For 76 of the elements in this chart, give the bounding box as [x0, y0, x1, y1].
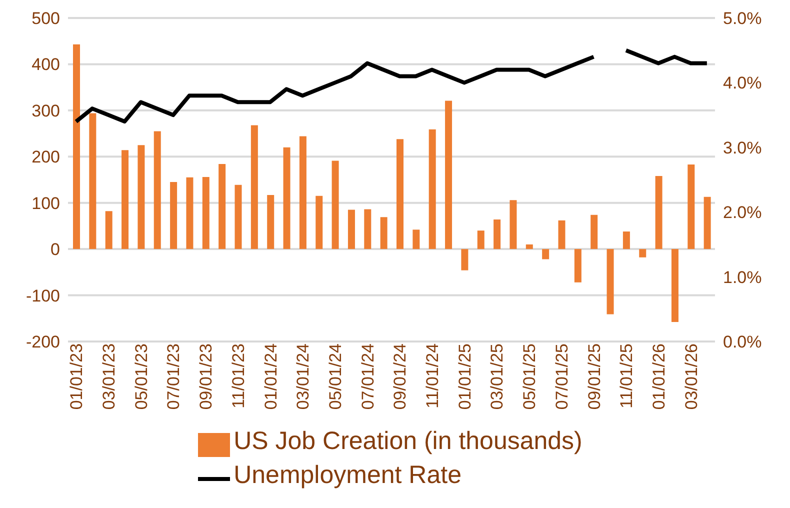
- x-tick-label: 03/01/25: [488, 343, 507, 410]
- bar: [234, 184, 242, 250]
- bar: [494, 219, 501, 250]
- bar: [138, 145, 145, 250]
- x-tick-label: 09/01/23: [196, 343, 216, 410]
- bar: [510, 200, 517, 250]
- legend-label: Unemployment Rate: [234, 461, 462, 490]
- bar: [558, 220, 566, 250]
- x-tick-label: 03/01/24: [294, 343, 313, 410]
- bar: [170, 182, 178, 250]
- x-tick-label: 05/01/25: [520, 343, 540, 410]
- bar: [461, 249, 468, 270]
- y2-tick-label: 1.0%: [723, 268, 762, 287]
- x-tick-label: 11/01/24: [423, 343, 442, 408]
- x-tick-label: 11/01/25: [617, 343, 636, 408]
- y-tick-label: 100: [32, 194, 60, 213]
- y2-tick-label: 5.0%: [723, 9, 762, 28]
- bar: [154, 131, 161, 250]
- y2-tick-label: 2.0%: [723, 203, 762, 222]
- x-tick-label: 09/01/25: [584, 343, 604, 410]
- x-tick-label: 01/01/26: [649, 343, 668, 410]
- bar: [380, 217, 388, 250]
- bar: [445, 100, 452, 250]
- y-tick-label: 300: [32, 101, 60, 120]
- y-tick-label: 200: [32, 148, 60, 167]
- x-tick-label: 03/01/26: [682, 343, 701, 410]
- bar: [590, 214, 598, 250]
- x-tick-label: 11/01/23: [228, 343, 248, 408]
- bar: [671, 249, 678, 322]
- y-tick-label: -100: [26, 286, 60, 306]
- bar: [428, 129, 436, 250]
- bar: [105, 211, 112, 250]
- bar: [250, 125, 258, 250]
- bar: [704, 196, 711, 250]
- bar: [477, 230, 484, 250]
- y-tick-label: 0: [50, 240, 60, 260]
- bar: [186, 177, 194, 250]
- x-tick-label: 01/01/23: [67, 343, 86, 410]
- bar: [283, 147, 290, 250]
- x-tick-label: 01/01/25: [455, 343, 474, 410]
- bar: [639, 249, 646, 258]
- y-tick-label: 500: [32, 9, 60, 28]
- bar: [218, 164, 226, 250]
- bar: [73, 44, 80, 250]
- x-tick-label: 03/01/23: [100, 343, 119, 410]
- x-tick-label: 09/01/24: [390, 343, 410, 410]
- x-tick-label: 01/01/24: [261, 343, 280, 410]
- y-tick-label: -200: [26, 332, 60, 352]
- y2-tick-label: 0.0%: [723, 332, 762, 352]
- bar: [655, 176, 662, 250]
- bar: [89, 113, 96, 250]
- bar: [542, 249, 550, 260]
- bar: [412, 230, 420, 250]
- bar: [299, 136, 306, 250]
- bar: [122, 150, 129, 250]
- bar: [526, 244, 533, 250]
- bar: [574, 249, 582, 282]
- bar: [267, 194, 274, 250]
- x-tick-label: 05/01/24: [326, 343, 345, 410]
- bar: [622, 231, 630, 250]
- bar: [396, 139, 404, 250]
- bar: [348, 210, 355, 250]
- bar: [688, 164, 695, 250]
- y2-tick-label: 4.0%: [723, 74, 762, 93]
- x-tick-label: 07/01/23: [164, 343, 184, 410]
- bar: [316, 196, 323, 250]
- bar: [202, 176, 210, 250]
- bar: [606, 249, 614, 314]
- x-tick-label: 07/01/24: [358, 343, 378, 410]
- legend-label: US Job Creation (in thousands): [234, 427, 582, 456]
- x-tick-label: 07/01/25: [552, 343, 572, 410]
- y-tick-label: 400: [32, 55, 60, 74]
- y2-tick-label: 3.0%: [723, 138, 762, 158]
- bar: [332, 160, 339, 250]
- bar: [364, 209, 372, 250]
- x-tick-label: 05/01/23: [132, 343, 151, 410]
